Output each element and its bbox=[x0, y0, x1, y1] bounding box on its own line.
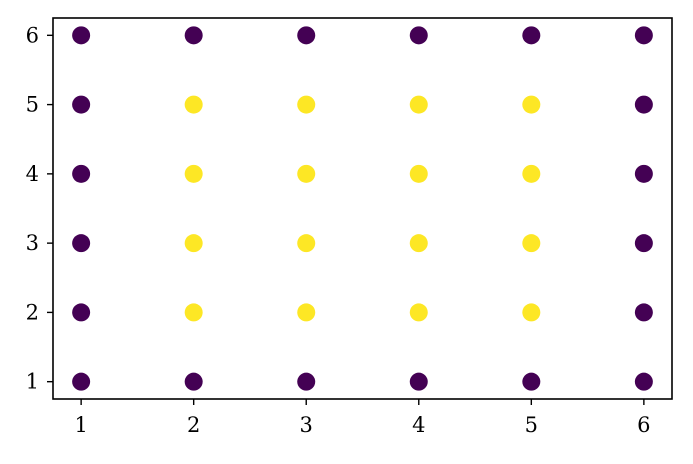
scatter-point-boundary bbox=[634, 303, 653, 322]
scatter-point-boundary bbox=[72, 372, 91, 391]
scatter-point-boundary bbox=[634, 164, 653, 183]
scatter-point-interior bbox=[522, 95, 541, 114]
scatter-point-boundary bbox=[72, 95, 91, 114]
scatter-point-interior bbox=[184, 95, 203, 114]
points-layer bbox=[72, 26, 653, 391]
scatter-point-boundary bbox=[634, 234, 653, 253]
y-tick-label: 3 bbox=[26, 231, 39, 255]
scatter-point-interior bbox=[409, 303, 428, 322]
x-tick-label: 5 bbox=[525, 413, 538, 437]
scatter-point-boundary bbox=[297, 26, 316, 45]
scatter-point-boundary bbox=[184, 26, 203, 45]
scatter-point-boundary bbox=[634, 372, 653, 391]
y-tick-label: 1 bbox=[26, 370, 39, 394]
scatter-point-boundary bbox=[72, 234, 91, 253]
scatter-point-interior bbox=[297, 164, 316, 183]
x-tick-label: 2 bbox=[187, 413, 200, 437]
scatter-point-boundary bbox=[522, 26, 541, 45]
y-tick-label: 6 bbox=[26, 23, 39, 47]
ticks-layer: 1 2 3 4 5 6 1 2 3 4 5 6 bbox=[26, 23, 651, 437]
scatter-point-interior bbox=[409, 164, 428, 183]
scatter-point-boundary bbox=[297, 372, 316, 391]
scatter-point-interior bbox=[184, 234, 203, 253]
scatter-point-interior bbox=[297, 234, 316, 253]
scatter-point-boundary bbox=[634, 26, 653, 45]
scatter-point-interior bbox=[409, 95, 428, 114]
scatter-point-boundary bbox=[409, 26, 428, 45]
scatter-point-boundary bbox=[72, 26, 91, 45]
y-tick-label: 4 bbox=[26, 162, 39, 186]
x-tick-label: 6 bbox=[637, 413, 650, 437]
scatter-point-boundary bbox=[409, 372, 428, 391]
scatter-point-boundary bbox=[72, 303, 91, 322]
scatter-point-interior bbox=[184, 303, 203, 322]
scatter-point-boundary bbox=[522, 372, 541, 391]
scatter-point-boundary bbox=[634, 95, 653, 114]
x-tick-label: 3 bbox=[300, 413, 313, 437]
scatter-point-boundary bbox=[184, 372, 203, 391]
scatter-point-boundary bbox=[72, 164, 91, 183]
y-tick-label: 2 bbox=[26, 300, 39, 324]
scatter-point-interior bbox=[297, 303, 316, 322]
x-tick-label: 4 bbox=[412, 413, 425, 437]
scatter-point-interior bbox=[522, 234, 541, 253]
scatter-point-interior bbox=[184, 164, 203, 183]
axes-frame bbox=[52, 17, 673, 400]
scatter-point-interior bbox=[297, 95, 316, 114]
scatter-point-interior bbox=[522, 303, 541, 322]
scatter-point-interior bbox=[409, 234, 428, 253]
scatter-point-interior bbox=[522, 164, 541, 183]
x-tick-label: 1 bbox=[74, 413, 87, 437]
y-tick-label: 5 bbox=[26, 93, 39, 117]
